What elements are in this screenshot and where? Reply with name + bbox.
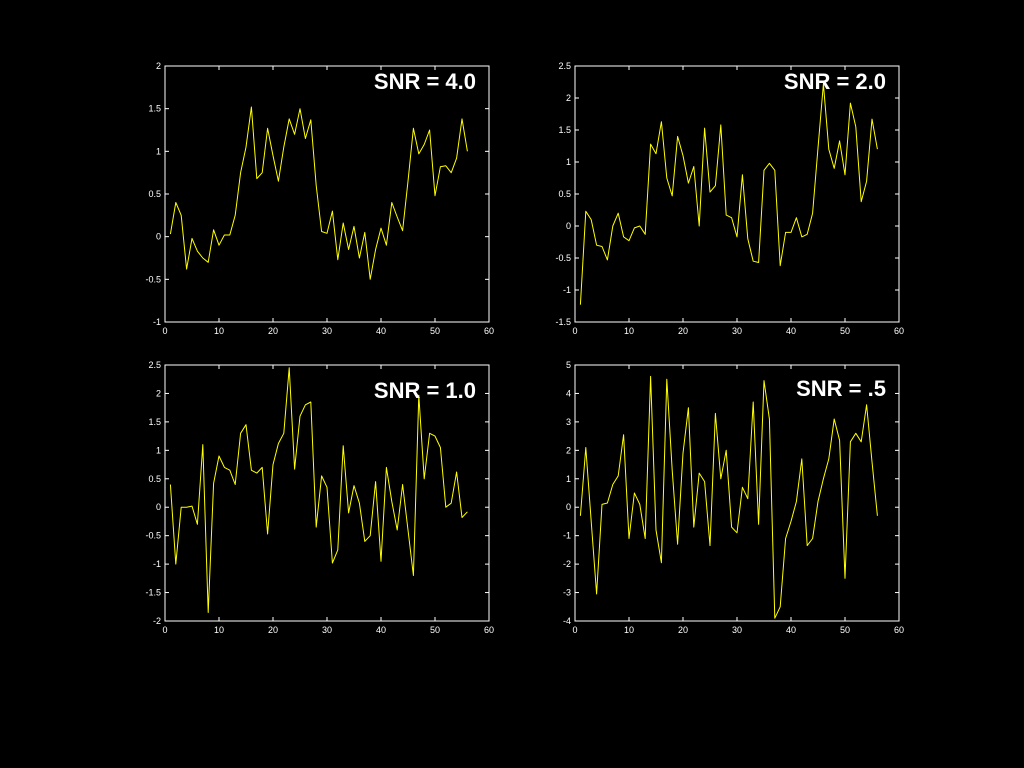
y-tick-label: 2	[156, 61, 161, 71]
x-tick-label: 60	[894, 625, 904, 635]
x-tick-label: 30	[322, 625, 332, 635]
x-tick-label: 30	[732, 625, 742, 635]
x-tick-label: 10	[214, 326, 224, 336]
y-tick-label: 5	[566, 360, 571, 370]
y-tick-label: 1	[566, 474, 571, 484]
y-tick-label: -1	[563, 285, 571, 295]
y-tick-label: 3	[566, 417, 571, 427]
x-tick-label: 20	[268, 326, 278, 336]
chart-panel-2: 0 10 20 30 40 50 60 -1.5 -1 -0.5 0 0.5 1 1.5 2 2.5 SNR =…	[555, 61, 904, 336]
snr-label: SNR = .5	[796, 376, 886, 401]
y-tick-label: -2	[563, 559, 571, 569]
x-tick-label: 0	[572, 326, 577, 336]
y-tick-label: -0.5	[145, 531, 161, 541]
x-tick-label: 10	[624, 625, 634, 635]
y-tick-label: 0	[156, 232, 161, 242]
y-tick-label: 1.5	[148, 104, 161, 114]
y-tick-label: -2	[153, 616, 161, 626]
axes-box	[574, 364, 900, 622]
y-tick-label: -0.5	[145, 274, 161, 284]
snr-label: SNR = 1.0	[374, 378, 476, 403]
x-tick-label: 40	[376, 326, 386, 336]
x-tick-label: 0	[162, 326, 167, 336]
snr-label: SNR = 4.0	[374, 69, 476, 94]
series-line	[579, 83, 878, 305]
y-tick-label: 0	[156, 502, 161, 512]
y-tick-label: 0	[566, 502, 571, 512]
y-tick-label: 1.5	[148, 417, 161, 427]
y-tick-label: -0.5	[555, 253, 571, 263]
x-tick-label: 40	[786, 625, 796, 635]
x-tick-label: 0	[162, 625, 167, 635]
y-tick-label: -1.5	[555, 317, 571, 327]
y-tick-label: 0.5	[148, 189, 161, 199]
x-tick-label: 60	[894, 326, 904, 336]
y-tick-label: 0	[566, 221, 571, 231]
y-tick-label: 4	[566, 388, 571, 398]
x-tick-label: 20	[678, 326, 688, 336]
chart-panel-3: 0 10 20 30 40 50 60 -2 -1.5 -1 -0.5 0 0.5 1 1.5 2 2.5 SNR…	[145, 360, 494, 635]
y-tick-label: 1	[156, 146, 161, 156]
y-tick-label: -1	[153, 317, 161, 327]
y-tick-label: 2	[566, 93, 571, 103]
x-tick-label: 20	[268, 625, 278, 635]
x-tick-label: 40	[376, 625, 386, 635]
x-tick-label: 40	[786, 326, 796, 336]
x-tick-label: 30	[732, 326, 742, 336]
x-tick-label: 60	[484, 625, 494, 635]
y-tick-label: 2.5	[148, 360, 161, 370]
y-tick-label: 1	[566, 157, 571, 167]
series-line	[579, 375, 878, 619]
x-tick-label: 50	[430, 625, 440, 635]
y-tick-label: 0.5	[558, 189, 571, 199]
x-tick-label: 10	[214, 625, 224, 635]
y-tick-label: -1.5	[145, 588, 161, 598]
x-tick-label: 10	[624, 326, 634, 336]
x-tick-label: 50	[430, 326, 440, 336]
y-tick-label: 2	[156, 388, 161, 398]
snr-label: SNR = 2.0	[784, 69, 886, 94]
x-tick-label: 20	[678, 625, 688, 635]
axes-box	[164, 65, 490, 323]
x-tick-label: 30	[322, 326, 332, 336]
y-tick-label: 2.5	[558, 61, 571, 71]
x-tick-label: 50	[840, 625, 850, 635]
y-tick-label: -1	[563, 531, 571, 541]
y-tick-label: -4	[563, 616, 571, 626]
x-tick-label: 60	[484, 326, 494, 336]
x-tick-label: 0	[572, 625, 577, 635]
series-line	[169, 106, 468, 280]
chart-panel-4: 0 10 20 30 40 50 60 -4 -3 -2 -1 0 1 2 3 4 5 SNR = .5	[563, 360, 904, 635]
series-line	[169, 367, 468, 613]
y-tick-label: 1	[156, 445, 161, 455]
x-tick-label: 50	[840, 326, 850, 336]
y-tick-label: 2	[566, 445, 571, 455]
y-tick-label: -1	[153, 559, 161, 569]
chart-panel-1: 0 10 20 30 40 50 60 -1 -0.5 0 0.5 1 1.5 2 SNR = 4.0	[145, 61, 494, 336]
y-tick-label: 0.5	[148, 474, 161, 484]
y-tick-label: 1.5	[558, 125, 571, 135]
y-tick-label: -3	[563, 588, 571, 598]
